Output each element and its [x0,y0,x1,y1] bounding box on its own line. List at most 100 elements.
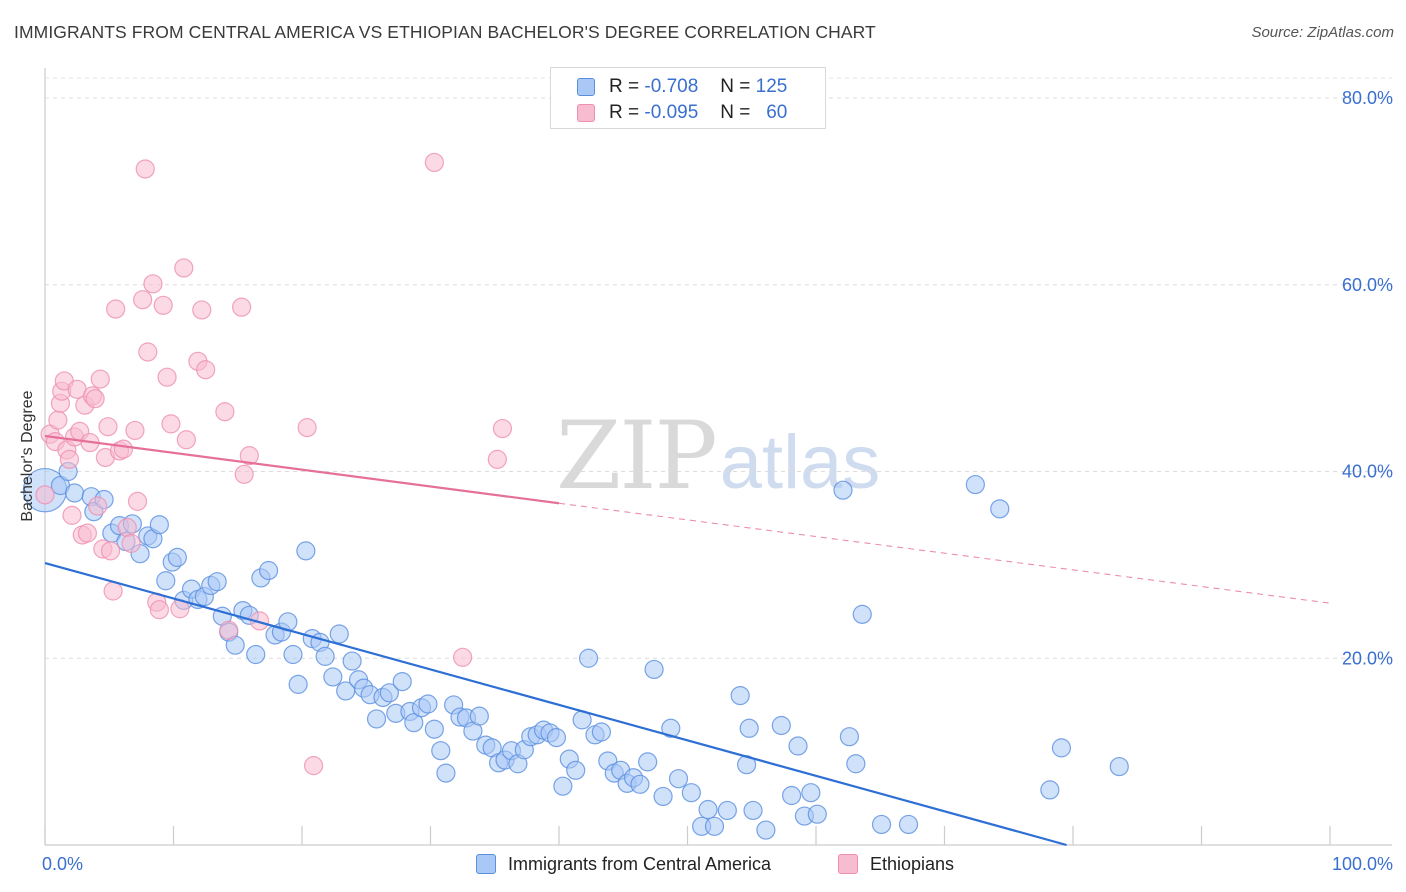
point-central-america [553,776,573,796]
point-central-america [638,752,658,772]
legend-box: R = -0.708 N = 125 R = -0.095 N = 60 [550,67,826,129]
point-ethiopians [192,300,212,320]
point-ethiopians [103,581,123,601]
trend-line-central-america [44,561,1067,847]
point-central-america [781,785,802,806]
legend-swatch-blue [577,78,595,96]
legend-r-label: R = [609,102,640,123]
bottom-legend-label: Immigrants from Central America [508,853,772,874]
point-ethiopians [487,449,507,469]
y-tick-label: 40.0% [1342,462,1393,482]
point-central-america [852,604,872,624]
point-central-america [424,719,444,739]
y-tick-label: 20.0% [1342,648,1393,668]
point-central-america [283,644,303,665]
point-central-america [1109,756,1129,777]
point-ethiopians [62,505,82,525]
point-central-america [436,763,456,783]
point-central-america [871,814,892,835]
point-central-america [743,800,763,821]
point-ethiopians [100,541,121,561]
x-tick-label: 0.0% [42,854,83,874]
point-ethiopians [215,402,235,422]
point-ethiopians [48,410,68,430]
chart-title: IMMIGRANTS FROM CENTRAL AMERICA VS ETHIO… [14,22,876,42]
point-ethiopians [127,491,148,511]
legend-swatch-pink [577,104,595,122]
point-ethiopians [135,159,155,179]
bottom-legend-item-blue: Immigrants from Central America [476,852,771,876]
point-central-america [833,480,853,500]
point-central-america [990,499,1010,519]
point-central-america [788,736,808,756]
point-central-america [366,709,387,729]
legend-r-label: R = [609,76,640,97]
point-central-america [739,718,759,738]
point-central-america [323,667,343,687]
point-central-america [578,648,599,668]
point-ethiopians [143,274,163,294]
y-tick-label: 60.0% [1342,275,1393,295]
point-ethiopians [492,418,513,439]
point-ethiopians [161,414,181,434]
point-central-america [771,715,791,736]
point-central-america [681,783,701,803]
point-ethiopians [297,418,317,438]
bottom-legend-item-pink: Ethiopians [838,852,954,876]
bottom-legend-swatch-blue [476,854,496,874]
point-central-america [258,560,279,581]
legend-row-blue: R = -0.708 N = 125 [577,76,787,98]
point-central-america [64,483,85,503]
point-central-america [846,754,866,774]
y-axis-label: Bachelor's Degree [19,390,36,522]
point-ethiopians [98,417,118,437]
point-ethiopians [121,533,141,553]
point-ethiopians [106,299,126,319]
point-central-america [801,783,821,803]
point-central-america [704,816,725,836]
point-ethiopians [234,464,254,484]
point-ethiopians [85,389,105,409]
point-ethiopians [113,439,133,459]
point-ethiopians [176,430,196,450]
legend-r-value: -0.708 [644,76,699,97]
point-ethiopians [153,295,173,315]
point-central-america [288,674,308,694]
point-ethiopians [196,360,216,380]
point-ethiopians [149,600,169,620]
point-ethiopians [125,420,145,441]
point-central-america [392,671,412,692]
point-central-america [717,800,737,821]
point-central-america [807,804,827,824]
point-central-america [546,728,567,748]
point-ethiopians [303,756,324,776]
point-central-america [591,722,612,742]
point-central-america [898,814,919,835]
point-central-america [469,706,489,726]
point-central-america [296,541,316,561]
legend-row-pink: R = -0.095 N = 60 [577,102,787,124]
point-central-america [431,741,451,761]
point-ethiopians [35,485,55,505]
point-ethiopians [239,446,259,466]
point-central-america [1051,738,1072,758]
point-central-america [668,769,689,789]
point-central-america [839,727,860,747]
point-ethiopians [88,496,108,516]
point-central-america [566,760,586,780]
point-central-america [167,547,187,568]
point-ethiopians [157,367,177,387]
point-ethiopians [59,449,80,469]
point-central-america [730,685,750,706]
point-ethiopians [174,258,194,278]
point-ethiopians [453,647,473,667]
point-ethiopians [77,523,98,543]
point-ethiopians [117,517,137,538]
point-central-america [644,659,664,680]
point-central-america [149,515,169,535]
legend-r-value: -0.095 [644,102,699,123]
point-ethiopians [424,152,444,173]
point-central-america [1040,780,1060,800]
legend-n-value: 125 [755,76,788,97]
